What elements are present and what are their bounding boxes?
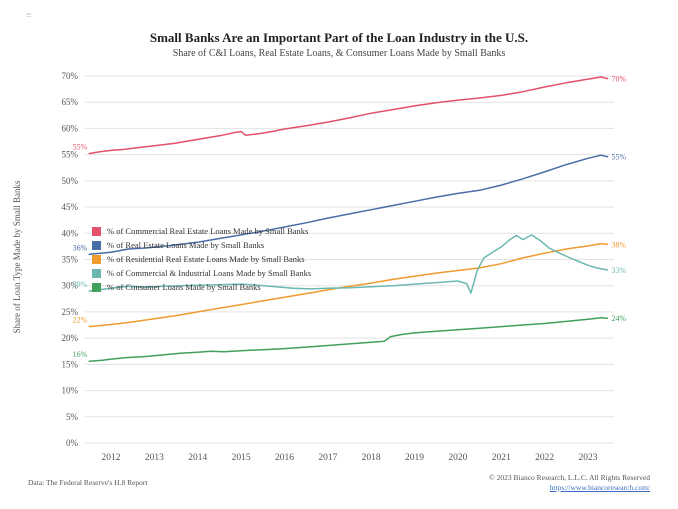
legend-item: % of Residential Real Estate Loans Made …	[92, 252, 311, 266]
legend-label: % of Commercial & Industrial Loans Made …	[107, 268, 312, 278]
series-start-label: 22%	[73, 316, 88, 325]
legend-item: % of Real Estate Loans Made by Small Ban…	[92, 238, 311, 252]
chart-title: Small Banks Are an Important Part of the…	[149, 30, 529, 45]
x-tick-label: 2014	[188, 453, 207, 463]
series-end-label: 33%	[611, 266, 626, 275]
y-tick-label: 25%	[62, 307, 79, 317]
y-axis-title: Share of Loan Type Made by Small Banks	[12, 180, 22, 334]
data-source-note: Data: The Federal Reserve's H.8 Report	[28, 478, 148, 487]
legend-label: % of Residential Real Estate Loans Made …	[107, 254, 305, 264]
y-tick-label: 30%	[62, 281, 79, 291]
y-tick-label: 20%	[62, 333, 79, 343]
series-line	[88, 76, 609, 155]
series-start-label: 16%	[73, 350, 88, 359]
chart-legend: % of Commercial Real Estate Loans Made b…	[92, 224, 311, 294]
legend-swatch-icon	[92, 268, 101, 278]
y-tick-label: 0%	[66, 438, 79, 448]
y-tick-label: 45%	[62, 202, 79, 212]
x-tick-label: 2022	[535, 453, 554, 463]
series-line	[88, 316, 609, 362]
y-tick-label: 55%	[62, 150, 79, 160]
legend-swatch-icon	[92, 240, 101, 250]
line-chart: 0% 5% 10% 15% 20% 25% 30% 35% 40% 45% 50% 55% 60% 65%…	[62, 71, 627, 463]
x-tick-label: 2021	[492, 453, 511, 463]
series-end-label: 38%	[611, 240, 626, 249]
x-tick-label: 2023	[578, 453, 597, 463]
series-line	[88, 234, 609, 294]
y-tick-label: 60%	[62, 123, 79, 133]
y-tick-label: 70%	[62, 71, 79, 81]
series-line	[88, 243, 609, 328]
copyright-block: © 2023 Bianco Research, L.L.C. All Right…	[489, 473, 650, 493]
y-tick-label: 40%	[62, 228, 79, 238]
series-line	[88, 154, 609, 256]
y-tick-label: 5%	[66, 412, 79, 422]
x-tick-label: 2019	[405, 453, 424, 463]
legend-swatch-icon	[92, 226, 101, 236]
y-tick-label: 50%	[62, 176, 79, 186]
legend-swatch-icon	[92, 282, 101, 292]
series-end-label: 24%	[611, 314, 626, 323]
legend-label: % of Consumer Loans Made by Small Banks	[107, 282, 261, 292]
x-tick-label: 2018	[362, 453, 381, 463]
chart-area: 0% 5% 10% 15% 20% 25% 30% 35% 40% 45% 50% 55% 60% 65%…	[0, 56, 678, 481]
series-start-label: 29%	[73, 280, 88, 289]
legend-label: % of Real Estate Loans Made by Small Ban…	[107, 240, 265, 250]
y-tick-label: 35%	[62, 255, 79, 265]
series-start-label: 55%	[73, 143, 88, 152]
website-link[interactable]: https://www.biancoresearch.com/	[549, 483, 650, 492]
legend-item: % of Commercial & Industrial Loans Made …	[92, 266, 311, 280]
chart-subtitle: Share of C&I Loans, Real Estate Loans, &…	[172, 48, 506, 59]
legend-swatch-icon	[92, 254, 101, 264]
series-start-label: 36%	[73, 243, 88, 252]
corner-mark-icon: ≡	[26, 10, 32, 21]
y-tick-label: 15%	[62, 359, 79, 369]
legend-label: % of Commercial Real Estate Loans Made b…	[107, 226, 309, 236]
series-end-label: 70%	[611, 75, 626, 84]
legend-item: % of Consumer Loans Made by Small Banks	[92, 280, 311, 294]
copyright-text: © 2023 Bianco Research, L.L.C. All Right…	[489, 473, 650, 482]
x-tick-label: 2017	[318, 453, 337, 463]
x-tick-label: 2013	[145, 453, 164, 463]
x-tick-label: 2020	[448, 453, 467, 463]
series-end-label: 55%	[611, 153, 626, 162]
y-tick-label: 65%	[62, 97, 79, 107]
x-tick-label: 2015	[232, 453, 251, 463]
y-tick-label: 10%	[62, 386, 79, 396]
legend-item: % of Commercial Real Estate Loans Made b…	[92, 224, 311, 238]
x-tick-label: 2012	[102, 453, 121, 463]
x-tick-label: 2016	[275, 453, 294, 463]
